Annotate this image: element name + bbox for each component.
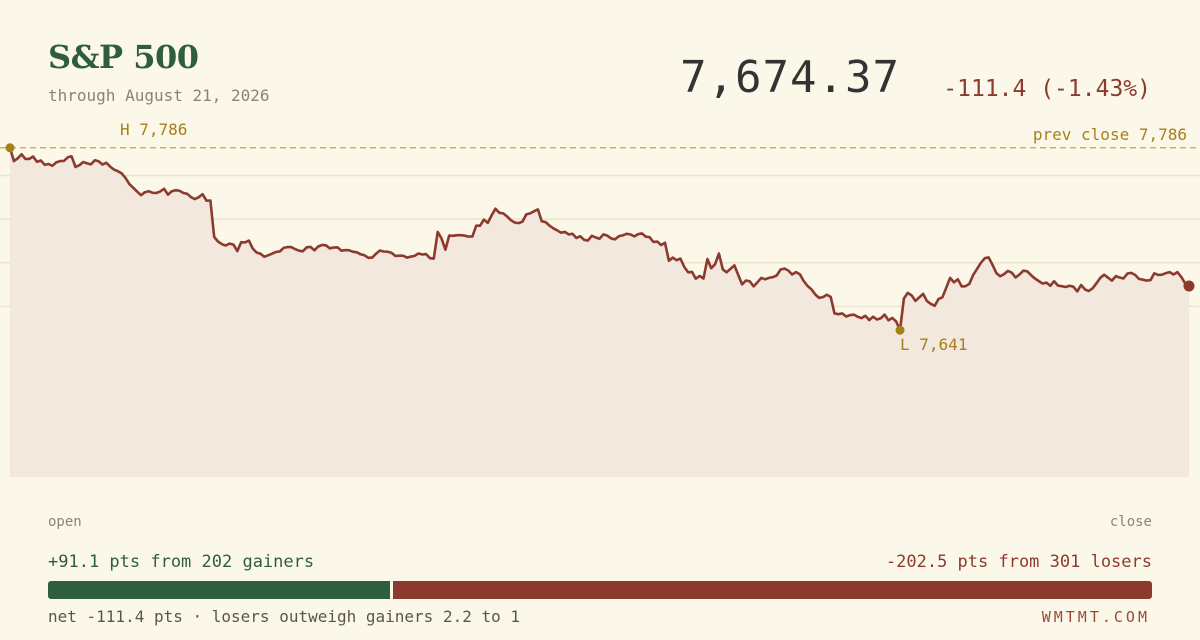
low-label: L 7,641 <box>900 335 967 354</box>
price-line <box>8 147 1190 332</box>
gainers-summary: +91.1 pts from 202 gainers <box>48 552 315 572</box>
axis-close-label: close <box>1109 514 1152 530</box>
last-price: 7,674.37 <box>680 52 900 103</box>
high-label: H 7,786 <box>120 120 187 139</box>
losers-summary: -202.5 pts from 301 losers <box>885 552 1152 572</box>
breadth-bar <box>48 581 1152 599</box>
index-title: S&P 500 <box>48 38 199 76</box>
date-subtitle: through August 21, 2026 <box>48 86 270 105</box>
price-area-fill <box>10 147 1189 478</box>
close-marker <box>1183 280 1195 292</box>
losers-bar <box>392 581 1152 599</box>
high-marker <box>5 143 15 153</box>
gainers-bar <box>48 581 390 599</box>
axis-open-label: open <box>48 514 82 530</box>
prev-close-label: prev close 7,786 <box>1033 125 1187 144</box>
brand-logo: WMTMT.COM <box>1041 608 1150 626</box>
price-change: -111.4 (-1.43%) <box>943 76 1151 102</box>
low-marker <box>895 325 905 335</box>
net-summary: net -111.4 pts · losers outweigh gainers… <box>48 607 521 626</box>
intraday-line-chart: H 7,786 L 7,641 prev close 7,786 <box>0 120 1200 478</box>
